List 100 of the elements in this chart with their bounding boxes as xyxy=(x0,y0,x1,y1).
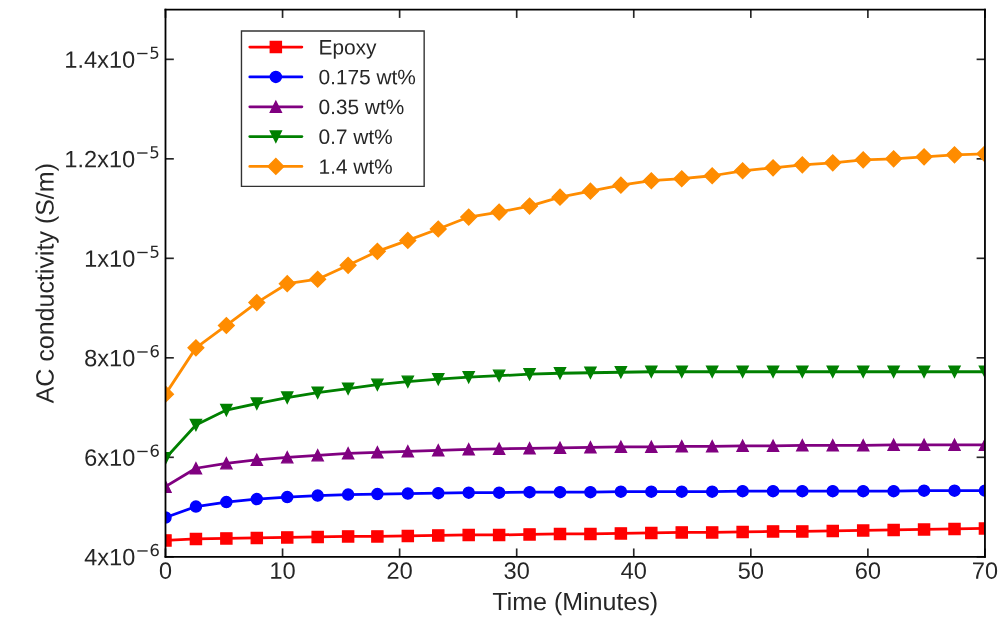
point xyxy=(645,485,658,498)
point xyxy=(705,365,719,378)
x-tick-label: 70 xyxy=(973,562,998,579)
point xyxy=(887,484,900,498)
point xyxy=(766,365,780,378)
y-tick-label: 4x10$^{−6}$ xyxy=(84,543,159,566)
y-tick-label: 1x10$^{−5}$ xyxy=(85,245,159,267)
point xyxy=(311,386,324,399)
point xyxy=(523,485,536,499)
point xyxy=(614,485,628,498)
point xyxy=(856,365,870,378)
point xyxy=(341,488,355,501)
point xyxy=(584,527,597,541)
point xyxy=(673,170,691,188)
point xyxy=(371,487,384,501)
point xyxy=(584,366,597,379)
point xyxy=(187,339,205,357)
point xyxy=(462,486,475,499)
point xyxy=(887,523,900,537)
point xyxy=(189,532,203,546)
point xyxy=(584,441,597,454)
point xyxy=(642,172,660,190)
point xyxy=(887,365,900,378)
point xyxy=(948,484,961,497)
point xyxy=(250,492,264,506)
point xyxy=(736,525,749,539)
point xyxy=(645,526,658,540)
x-tick-label: 20 xyxy=(387,562,412,579)
y-axis-title: AC conductivity (S/m) xyxy=(35,164,59,404)
point xyxy=(280,451,294,464)
point xyxy=(189,500,203,513)
point xyxy=(675,485,688,498)
point xyxy=(917,523,931,536)
point xyxy=(553,485,567,499)
point xyxy=(705,440,719,453)
point xyxy=(584,485,597,499)
point xyxy=(796,365,809,378)
point xyxy=(220,457,233,470)
point xyxy=(401,487,415,500)
point xyxy=(553,441,567,455)
point xyxy=(371,446,384,459)
point xyxy=(311,449,324,462)
point xyxy=(736,439,749,453)
point xyxy=(368,242,386,260)
point xyxy=(796,525,809,538)
point xyxy=(826,484,840,498)
point xyxy=(917,438,931,452)
point xyxy=(856,524,870,537)
point xyxy=(492,528,506,542)
point xyxy=(429,220,447,238)
point xyxy=(614,527,628,540)
point xyxy=(948,522,961,536)
x-tick-label: 50 xyxy=(738,562,764,579)
point xyxy=(401,529,415,543)
y-tick-label: 1.2x10$^{−5}$ xyxy=(66,146,159,168)
point xyxy=(220,532,233,545)
point xyxy=(523,442,536,455)
point xyxy=(492,369,506,382)
point xyxy=(432,372,445,386)
point xyxy=(945,146,964,164)
point xyxy=(854,151,872,169)
point xyxy=(248,294,266,312)
point xyxy=(736,365,749,378)
point xyxy=(220,495,233,509)
point xyxy=(675,526,688,539)
point xyxy=(250,397,264,410)
legend-label: 1.4 wt% xyxy=(320,159,392,174)
point xyxy=(675,440,688,453)
point xyxy=(311,530,324,544)
point xyxy=(764,159,782,177)
point xyxy=(675,365,688,378)
point xyxy=(399,231,417,249)
point xyxy=(250,531,264,545)
point xyxy=(278,275,296,293)
point xyxy=(280,490,294,504)
point xyxy=(824,154,842,172)
point xyxy=(645,365,658,378)
point xyxy=(339,256,357,274)
point xyxy=(189,418,203,432)
point xyxy=(826,365,840,378)
point xyxy=(462,528,475,542)
point xyxy=(462,370,475,384)
point xyxy=(250,453,264,467)
point xyxy=(796,439,809,452)
x-tick-label: 30 xyxy=(504,562,529,579)
point xyxy=(703,167,721,185)
point xyxy=(614,440,628,454)
point xyxy=(220,403,233,417)
point xyxy=(917,365,931,378)
point xyxy=(612,176,630,194)
legend-label: 0.35 wt% xyxy=(319,99,404,115)
point xyxy=(492,442,506,456)
point xyxy=(371,378,384,391)
point xyxy=(492,486,506,499)
point xyxy=(523,367,536,381)
point xyxy=(766,525,780,538)
point xyxy=(280,391,294,404)
point xyxy=(462,443,475,456)
x-tick-label: 0 xyxy=(159,562,172,579)
point xyxy=(766,439,780,453)
